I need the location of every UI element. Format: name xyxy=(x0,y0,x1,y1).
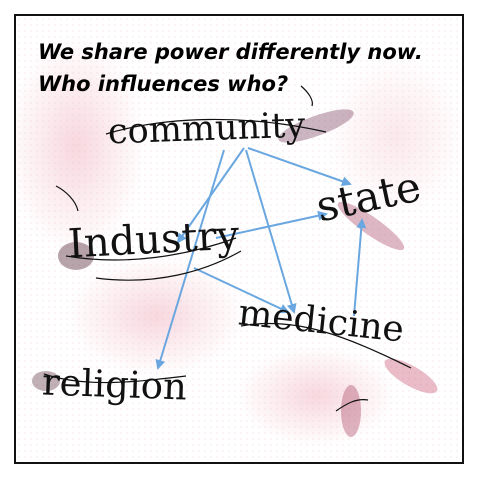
image-frame: We share power differently now. Who infl… xyxy=(14,14,464,464)
arrow-industry-to-state xyxy=(215,210,328,239)
prompt-text: We share power differently now. Who infl… xyxy=(38,36,423,100)
arrow-medicine-to-state xyxy=(353,218,367,317)
word-community: community xyxy=(107,105,306,153)
prompt-line-1: We share power differently now. xyxy=(38,40,423,64)
arrow-community-to-state xyxy=(247,147,352,187)
arrow-community-to-industry xyxy=(176,147,245,244)
prompt-line-2: Who influences who? xyxy=(38,72,289,96)
arrow-community-to-medicine xyxy=(245,149,297,314)
word-industry: Industry xyxy=(66,212,241,268)
word-religion: religion xyxy=(41,360,188,409)
